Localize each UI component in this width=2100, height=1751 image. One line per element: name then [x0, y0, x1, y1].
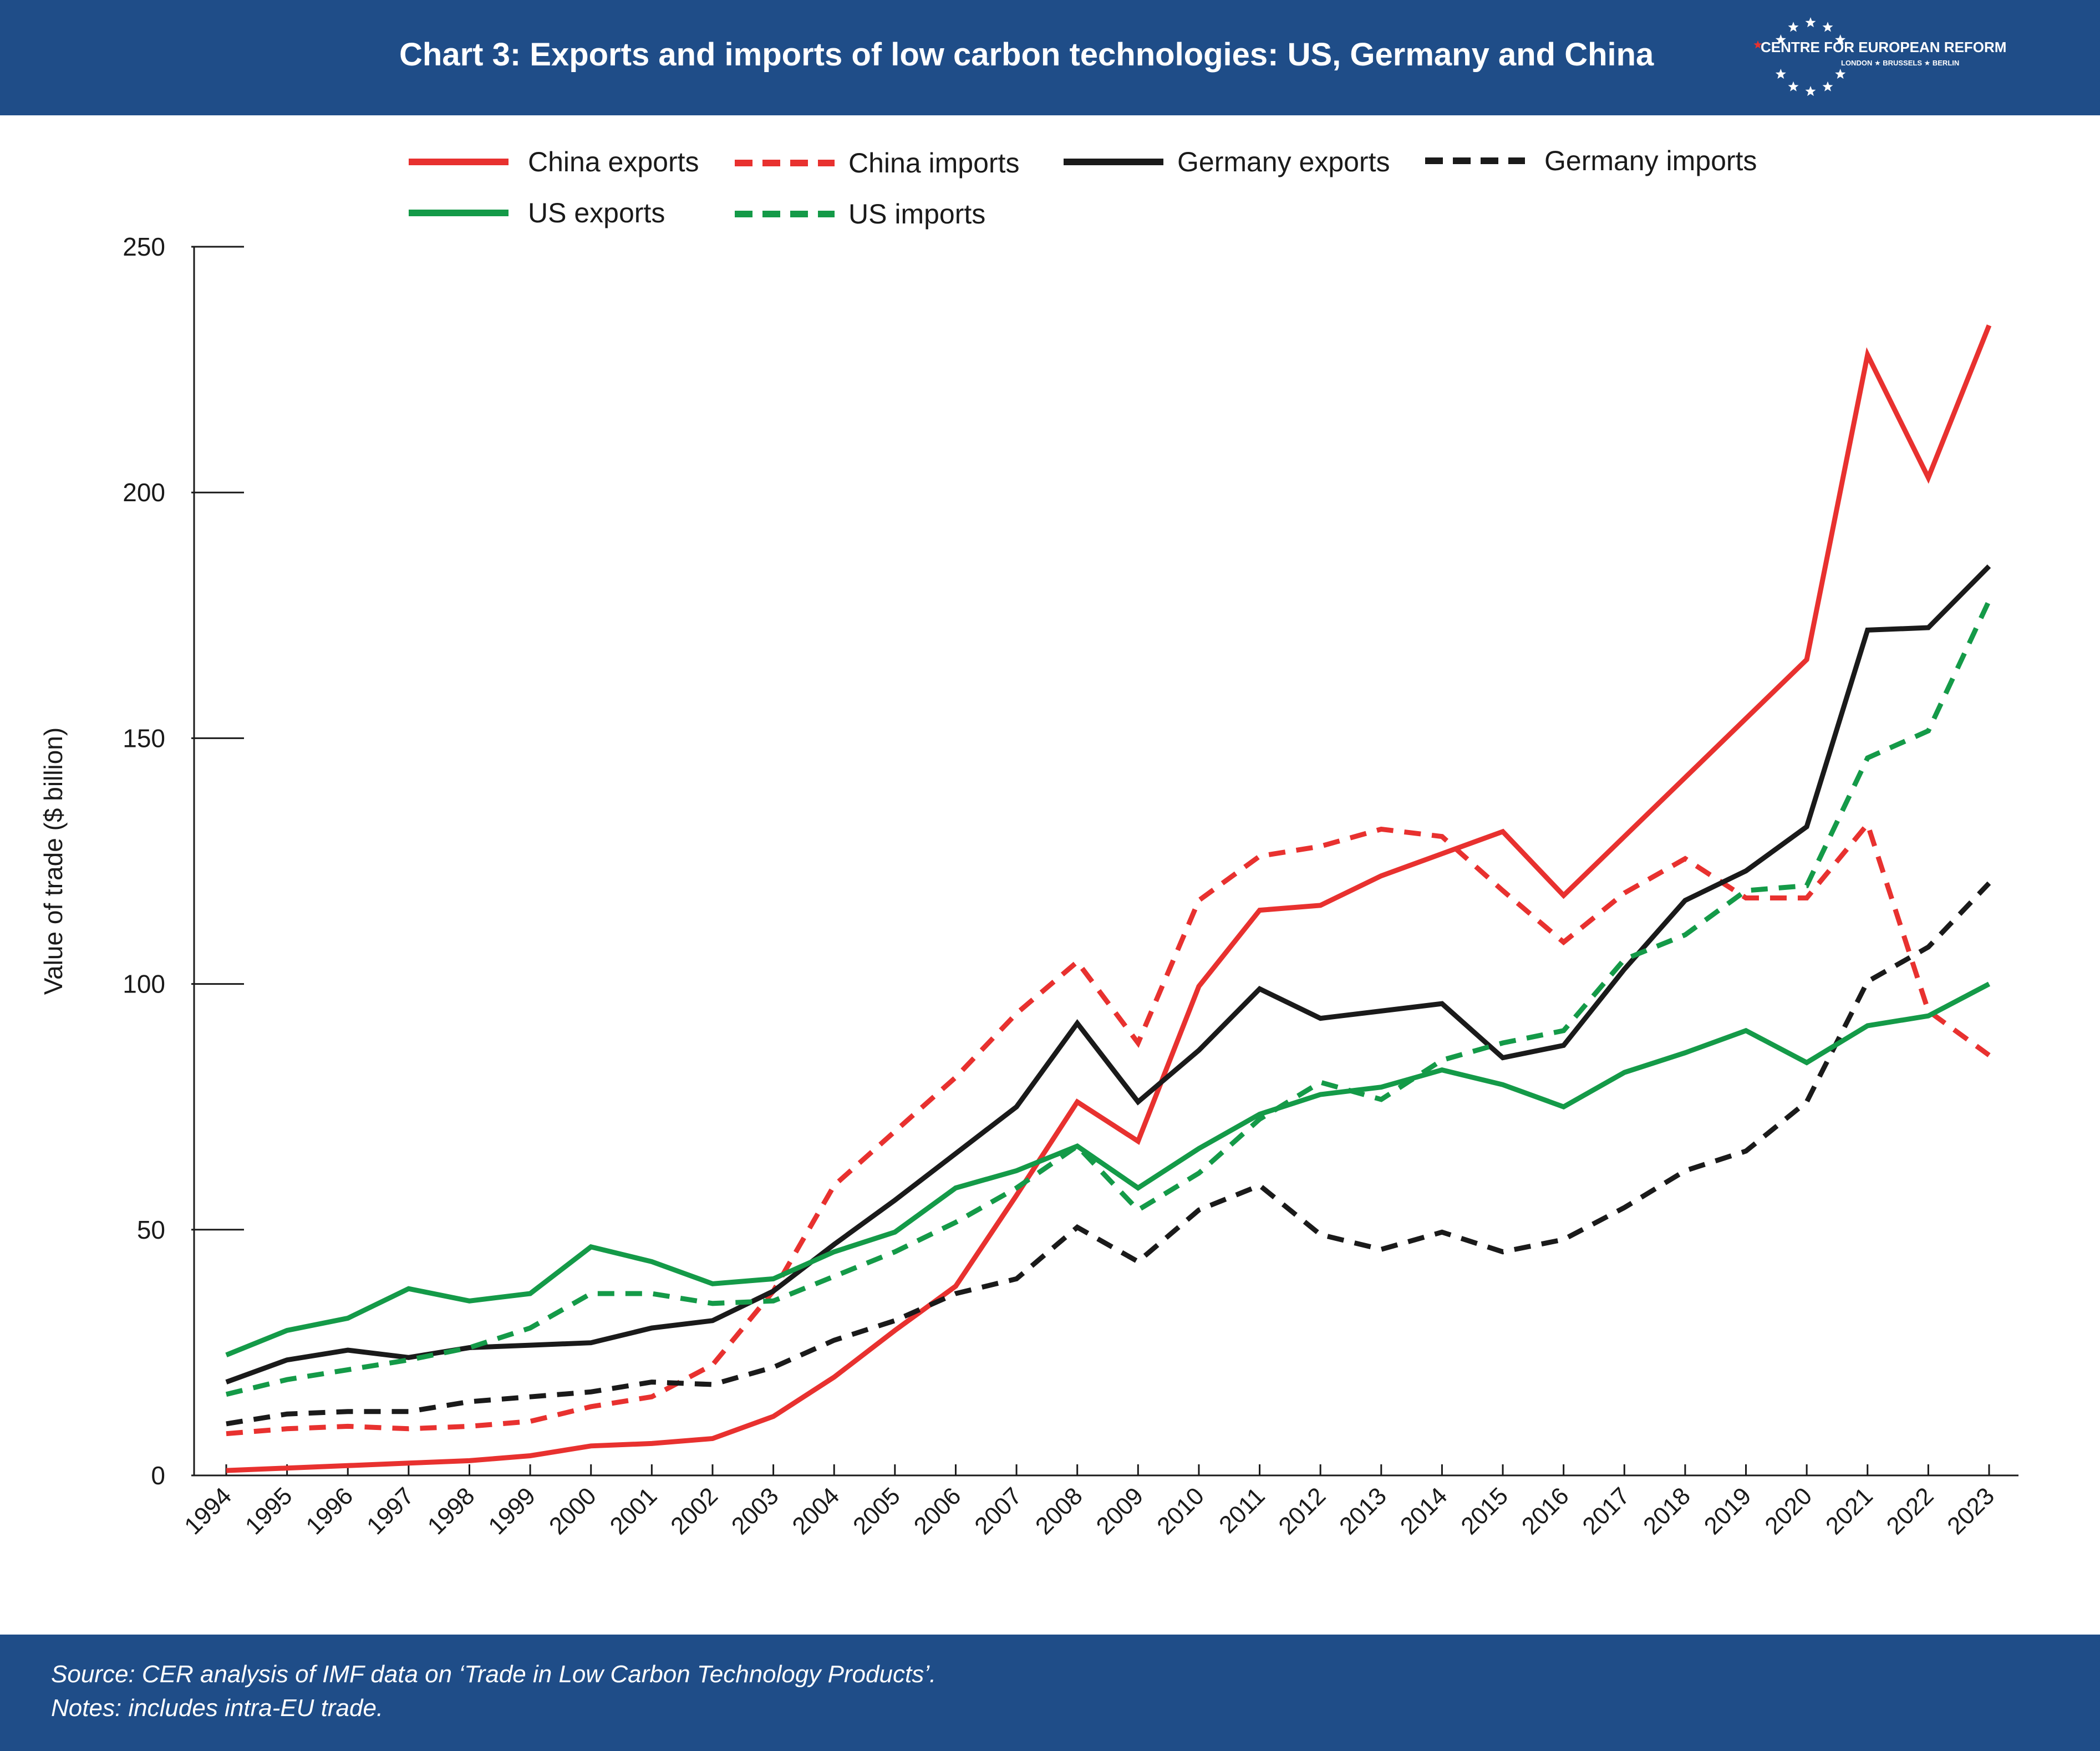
y-tick-label: 200	[123, 478, 165, 507]
star-icon	[1822, 22, 1833, 32]
x-tick-label: 2013	[1334, 1482, 1392, 1540]
x-tick-label: 1998	[423, 1482, 480, 1540]
x-tick-label: 2004	[787, 1482, 845, 1540]
x-tick-label: 2010	[1152, 1482, 1209, 1540]
series-line-germany-exports	[225, 564, 1991, 1384]
logo-cities: LONDON ★ BRUSSELS ★ BERLIN	[1841, 59, 1960, 67]
logo-organisation-name: CENTRE FOR EUROPEAN REFORM	[1761, 39, 2007, 55]
y-tick-label: 150	[123, 724, 165, 752]
x-tick-label: 2011	[1214, 1482, 1270, 1539]
y-tick-label: 100	[123, 970, 165, 999]
source-note: Source: CER analysis of IMF data on ‘Tra…	[51, 1661, 937, 1688]
x-tick-label: 2008	[1030, 1482, 1088, 1540]
star-icon	[1805, 86, 1816, 96]
chart-title: Chart 3: Exports and imports of low carb…	[399, 37, 1654, 73]
notes-line: Notes: includes intra-EU trade.	[51, 1694, 384, 1722]
x-tick-label: 2002	[665, 1482, 723, 1540]
series-line-us-imports	[225, 599, 1992, 1397]
star-icon	[1775, 69, 1786, 79]
x-tick-label: 2003	[726, 1482, 784, 1540]
legend-label: China exports	[528, 146, 699, 177]
x-tick-label: 2001	[605, 1482, 663, 1540]
legend-label: US imports	[848, 198, 985, 230]
x-tick-label: 2005	[848, 1482, 906, 1540]
x-tick-label: 2012	[1273, 1482, 1331, 1540]
star-icon	[1805, 17, 1816, 28]
y-tick-label: 50	[137, 1215, 165, 1244]
series-line-china-exports	[226, 324, 1992, 1473]
x-tick-label: 2023	[1942, 1482, 2000, 1540]
x-tick-label: 2018	[1638, 1482, 1696, 1540]
x-tick-label: 2007	[969, 1482, 1027, 1540]
series-line-china-imports	[226, 819, 1991, 1437]
x-tick-label: 1999	[483, 1482, 541, 1540]
x-tick-label: 2006	[909, 1482, 967, 1540]
legend-label: Germany exports	[1177, 146, 1390, 177]
x-tick-label: 2014	[1395, 1482, 1453, 1540]
x-tick-label: 2016	[1517, 1482, 1574, 1540]
y-axis-label: Value of trade ($ billion)	[39, 727, 68, 995]
x-tick-label: 2009	[1091, 1482, 1149, 1540]
x-tick-label: 2022	[1882, 1482, 1939, 1540]
x-tick-label: 1995	[240, 1482, 298, 1540]
y-tick-label: 250	[123, 232, 165, 261]
x-tick-label: 2017	[1577, 1482, 1635, 1540]
x-tick-label: 2020	[1760, 1482, 1817, 1540]
star-icon	[1822, 81, 1833, 91]
x-tick-label: 1994	[179, 1482, 237, 1540]
cer-logo-stars	[1753, 17, 1846, 96]
x-tick-label: 2000	[544, 1482, 602, 1540]
star-icon	[1835, 69, 1846, 79]
x-tick-label: 2021	[1821, 1482, 1878, 1540]
star-icon	[1835, 34, 1846, 45]
chart-footer: Source: CER analysis of IMF data on ‘Tra…	[0, 1635, 2100, 1751]
chart-header: Chart 3: Exports and imports of low carb…	[0, 0, 2100, 115]
x-tick-label: 2015	[1456, 1482, 1513, 1540]
star-icon	[1788, 81, 1799, 91]
x-tick-label: 2019	[1699, 1482, 1757, 1540]
x-tick-label: 1997	[362, 1482, 419, 1540]
star-icon	[1788, 22, 1799, 32]
star-icon	[1753, 40, 1762, 49]
x-tick-label: 1996	[301, 1482, 358, 1540]
series-line-germany-imports	[226, 881, 1991, 1427]
y-tick-label: 0	[151, 1461, 165, 1490]
line-chart: 0 50 100 150 200 250 Value of trade ($ billion…	[39, 145, 2018, 1540]
series-line-us-exports	[225, 981, 1991, 1357]
legend-label: US exports	[528, 197, 665, 228]
legend-label: Germany imports	[1544, 145, 1757, 176]
legend-label: China imports	[848, 147, 1019, 179]
star-icon	[1775, 34, 1786, 45]
